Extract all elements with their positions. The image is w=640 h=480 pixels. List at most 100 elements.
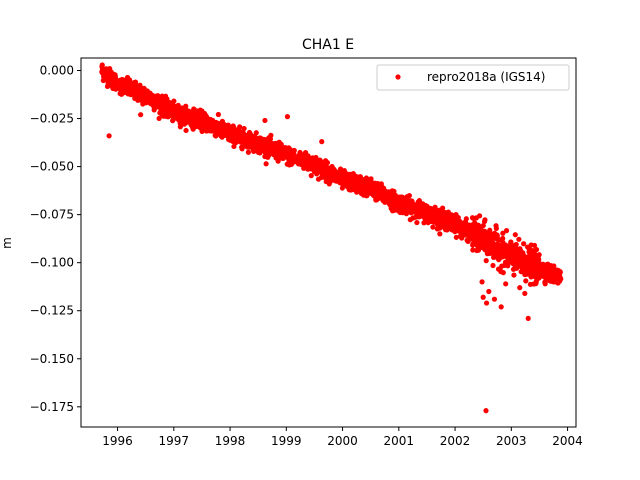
- data-point: [440, 205, 446, 211]
- legend-label: repro2018a (IGS14): [427, 70, 545, 84]
- data-point-outlier: [363, 188, 369, 195]
- data-point-outlier: [319, 139, 325, 145]
- data-point: [263, 161, 269, 167]
- plot-frame: [80, 57, 577, 428]
- data-point: [177, 124, 183, 130]
- y-axis-label: m: [0, 237, 14, 249]
- data-point: [557, 269, 563, 276]
- data-point-outlier: [262, 117, 268, 124]
- y-tick-label: −0.025: [30, 112, 74, 126]
- x-tick-label: 1999: [271, 434, 302, 448]
- data-point: [113, 81, 119, 87]
- legend-box: [376, 64, 570, 91]
- y-tick-label: 0.000: [40, 63, 74, 77]
- data-point: [253, 130, 259, 136]
- data-point: [542, 281, 548, 287]
- data-point-outlier: [106, 133, 112, 139]
- data-point: [480, 222, 486, 229]
- data-point-outlier: [498, 304, 504, 310]
- data-point: [314, 171, 320, 177]
- data-point: [453, 234, 459, 240]
- y-tick-label: −0.150: [30, 352, 74, 366]
- data-point: [183, 103, 189, 109]
- data-point: [533, 246, 540, 253]
- data-points: [99, 62, 564, 414]
- x-axis-ticks: 1996 1997 1998 1999 2000 2001 2002 2003 2004: [102, 427, 583, 448]
- data-point: [490, 262, 496, 269]
- data-point: [500, 270, 506, 276]
- data-point-outlier: [138, 112, 144, 118]
- x-tick-label: 2002: [440, 434, 471, 448]
- data-point: [470, 247, 476, 253]
- data-point: [493, 225, 499, 231]
- data-point: [511, 272, 517, 278]
- data-point: [156, 115, 162, 122]
- data-point-outlier: [480, 294, 486, 300]
- data-point-outlier: [503, 281, 509, 287]
- data-point: [245, 149, 252, 155]
- data-point: [521, 241, 527, 247]
- data-point: [463, 216, 469, 222]
- data-point: [113, 77, 119, 83]
- legend-marker: [395, 74, 401, 80]
- data-point: [164, 96, 170, 102]
- data-point: [494, 233, 500, 239]
- data-point: [99, 62, 105, 68]
- data-point: [513, 241, 519, 248]
- data-point-outlier: [486, 288, 492, 295]
- data-point-outlier: [458, 233, 464, 239]
- legend: repro2018a (IGS14): [376, 64, 570, 91]
- data-point: [500, 230, 506, 236]
- data-point-outlier: [528, 258, 535, 264]
- y-tick-label: −0.125: [30, 304, 74, 318]
- chart-title: CHA1 E: [302, 37, 354, 53]
- data-point: [536, 252, 542, 258]
- data-point: [324, 159, 331, 166]
- data-point: [503, 228, 510, 234]
- data-point: [241, 125, 247, 132]
- data-point: [531, 242, 538, 249]
- data-point: [215, 111, 221, 118]
- y-tick-label: −0.175: [30, 400, 74, 414]
- data-point: [516, 236, 522, 242]
- y-tick-label: −0.075: [30, 208, 74, 222]
- x-tick-label: 1998: [215, 434, 246, 448]
- data-point: [171, 98, 177, 104]
- data-point-outlier: [437, 225, 443, 231]
- data-point: [482, 217, 488, 223]
- data-point: [308, 173, 314, 179]
- data-point: [483, 258, 489, 264]
- data-point-outlier: [483, 300, 490, 306]
- data-point-outlier: [517, 285, 523, 291]
- data-point-outlier: [491, 296, 498, 302]
- data-point: [500, 235, 506, 242]
- x-tick-label: 2001: [384, 434, 415, 448]
- data-point: [268, 132, 274, 138]
- y-tick-label: −0.050: [30, 160, 74, 174]
- data-point: [291, 147, 297, 154]
- data-point-outlier: [479, 279, 485, 285]
- data-point-outlier: [284, 114, 291, 120]
- x-tick-label: 1996: [102, 434, 133, 448]
- data-point: [523, 278, 529, 284]
- data-point: [183, 127, 189, 134]
- data-point-outlier: [522, 290, 528, 297]
- data-point: [476, 213, 483, 219]
- x-tick-label: 1997: [159, 434, 190, 448]
- data-point: [551, 263, 557, 269]
- x-tick-label: 2000: [327, 434, 358, 448]
- data-point-outlier: [483, 408, 489, 414]
- data-point: [237, 124, 243, 130]
- x-tick-label: 2004: [552, 434, 583, 448]
- data-point: [126, 77, 133, 83]
- data-point: [430, 224, 436, 230]
- y-axis-ticks: 0.000 −0.025 −0.050 −0.075 −0.100 −0.125 −0.15…: [30, 63, 81, 414]
- data-point: [512, 232, 518, 238]
- data-point: [414, 219, 420, 226]
- data-point: [558, 276, 564, 282]
- data-point: [437, 231, 443, 237]
- data-point: [487, 227, 493, 233]
- y-tick-label: −0.100: [30, 256, 74, 270]
- data-point: [406, 193, 412, 199]
